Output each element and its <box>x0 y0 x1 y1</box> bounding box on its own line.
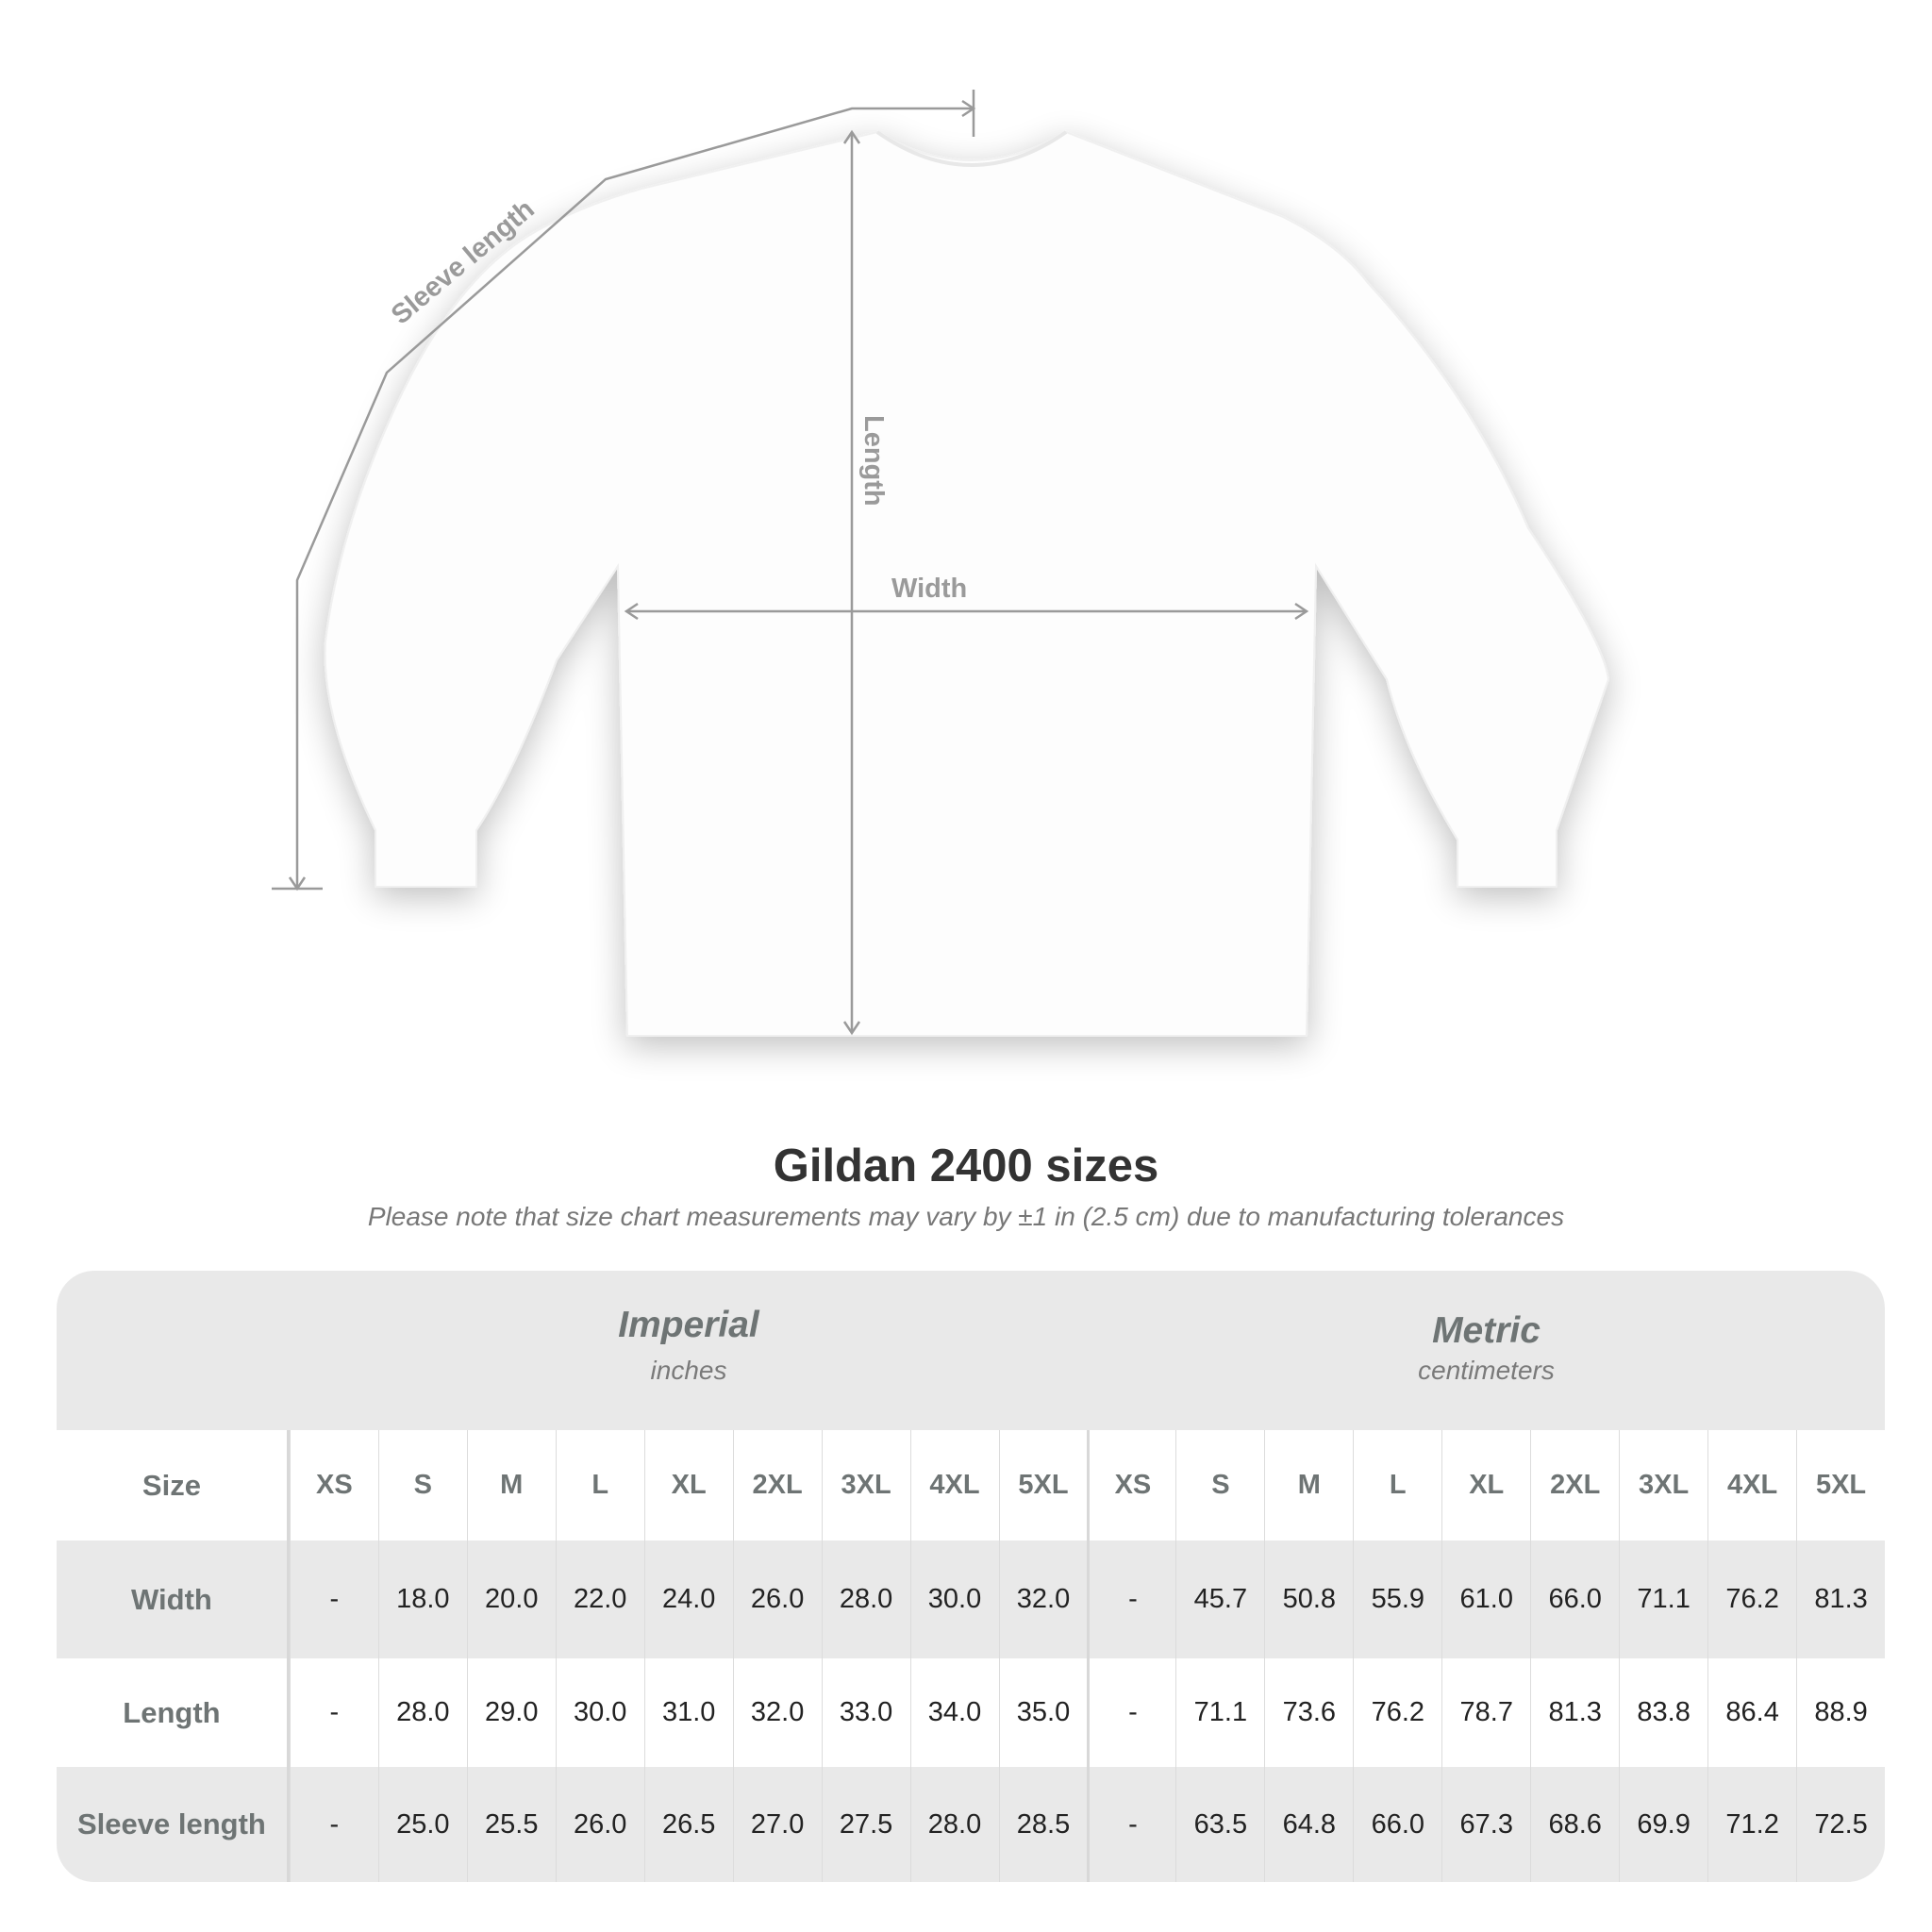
value-cell: - <box>1087 1541 1175 1658</box>
value-cell: 27.5 <box>821 1767 910 1882</box>
value-cell: 24.0 <box>643 1541 733 1658</box>
metric-header: Metric centimeters <box>1088 1271 1885 1430</box>
value-cell: 78.7 <box>1441 1658 1530 1767</box>
value-cell: 35.0 <box>998 1658 1088 1767</box>
value-cell: 30.0 <box>909 1541 999 1658</box>
row-band <box>57 1767 1885 1882</box>
value-cell: 67.3 <box>1441 1767 1530 1882</box>
value-cell: 81.3 <box>1530 1658 1619 1767</box>
size-chart-table: Imperial inches Metric centimeters Size X… <box>57 1271 1885 1882</box>
value-cell: 66.0 <box>1530 1541 1619 1658</box>
size-header-cell: 4XL <box>909 1430 999 1541</box>
size-header-cell: M <box>1264 1430 1353 1541</box>
value-cell: 86.4 <box>1707 1658 1796 1767</box>
size-header-cell: 5XL <box>1796 1430 1885 1541</box>
value-cell: - <box>1087 1658 1175 1767</box>
row-label: Sleeve length <box>57 1767 290 1882</box>
value-cell: 88.9 <box>1796 1658 1885 1767</box>
table-row: Width -18.0 20.0 22.0 24.0 26.0 28.0 30.0 32.0-4… <box>57 1541 1885 1658</box>
value-cell: 27.0 <box>732 1767 822 1882</box>
value-cell: 18.0 <box>377 1541 467 1658</box>
imperial-header: Imperial inches <box>290 1271 1088 1430</box>
size-header-cell: S <box>377 1430 467 1541</box>
size-header-cell: 3XL <box>1619 1430 1707 1541</box>
size-header-cell: L <box>555 1430 644 1541</box>
size-header-cell: M <box>466 1430 556 1541</box>
value-cell: - <box>1087 1767 1175 1882</box>
size-header-cell: 5XL <box>998 1430 1088 1541</box>
value-cell: 71.1 <box>1175 1658 1264 1767</box>
value-cell: 55.9 <box>1353 1541 1441 1658</box>
value-cell: 64.8 <box>1264 1767 1353 1882</box>
value-cell: 69.9 <box>1619 1767 1707 1882</box>
value-cell: 76.2 <box>1353 1658 1441 1767</box>
value-cell: 50.8 <box>1264 1541 1353 1658</box>
value-cell: 83.8 <box>1619 1658 1707 1767</box>
row-label: Length <box>57 1658 290 1767</box>
size-header-cell: XL <box>1441 1430 1530 1541</box>
value-cell: 33.0 <box>821 1658 910 1767</box>
header-band <box>57 1271 1885 1430</box>
value-cell: 45.7 <box>1175 1541 1264 1658</box>
imperial-title: Imperial <box>618 1305 759 1345</box>
size-column-header: Size <box>57 1430 290 1541</box>
long-sleeve-shirt <box>324 130 1610 1037</box>
value-cell: 26.0 <box>555 1767 644 1882</box>
size-header-cell: 2XL <box>1530 1430 1619 1541</box>
size-header-cell: XS <box>1087 1430 1175 1541</box>
length-label: Length <box>858 415 889 507</box>
value-cell: 28.0 <box>377 1658 467 1767</box>
value-cell: 61.0 <box>1441 1541 1530 1658</box>
value-cell: 81.3 <box>1796 1541 1885 1658</box>
value-cell: - <box>289 1541 378 1658</box>
value-cell: 28.5 <box>998 1767 1088 1882</box>
value-cell: 26.0 <box>732 1541 822 1658</box>
value-cell: 29.0 <box>466 1658 556 1767</box>
value-cell: 31.0 <box>643 1658 733 1767</box>
size-header-cell: 2XL <box>732 1430 822 1541</box>
value-cell: 32.0 <box>998 1541 1088 1658</box>
tolerance-note: Please note that size chart measurements… <box>367 1202 1565 1231</box>
value-cell: 73.6 <box>1264 1658 1353 1767</box>
imperial-unit: inches <box>650 1356 727 1385</box>
table-row: Sleeve length -25.0 25.5 26.0 26.5 27.0 27.5 28… <box>57 1767 1885 1882</box>
dimension-lines <box>272 90 1309 1036</box>
shirt-diagram: Sleeve length Length Width <box>272 90 1610 1037</box>
value-cell: 34.0 <box>909 1658 999 1767</box>
value-cell: 63.5 <box>1175 1767 1264 1882</box>
value-cell: 26.5 <box>643 1767 733 1882</box>
value-cell: 25.5 <box>466 1767 556 1882</box>
size-header-cell: 3XL <box>821 1430 910 1541</box>
value-cell: 28.0 <box>821 1541 910 1658</box>
value-cell: 28.0 <box>909 1767 999 1882</box>
value-cell: 71.2 <box>1707 1767 1796 1882</box>
size-header-cell: 4XL <box>1707 1430 1796 1541</box>
value-cell: 25.0 <box>377 1767 467 1882</box>
row-label: Width <box>57 1541 290 1658</box>
metric-title: Metric <box>1432 1310 1541 1351</box>
page-title: Gildan 2400 sizes <box>773 1141 1159 1191</box>
value-cell: 76.2 <box>1707 1541 1796 1658</box>
size-header-cell: XS <box>289 1430 378 1541</box>
value-cell: 22.0 <box>555 1541 644 1658</box>
value-cell: 71.1 <box>1619 1541 1707 1658</box>
row-band <box>57 1541 1885 1658</box>
value-cell: - <box>289 1658 378 1767</box>
size-header-cell: L <box>1353 1430 1441 1541</box>
value-cell: 32.0 <box>732 1658 822 1767</box>
value-cell: - <box>289 1767 378 1882</box>
size-header-cell: XL <box>643 1430 733 1541</box>
value-cell: 72.5 <box>1796 1767 1885 1882</box>
width-label: Width <box>891 574 967 604</box>
table-row: Length -28.0 29.0 30.0 31.0 32.0 33.0 34.0 35.0-… <box>57 1658 1885 1767</box>
value-cell: 20.0 <box>466 1541 556 1658</box>
value-cell: 68.6 <box>1530 1767 1619 1882</box>
size-header-row: Size XS S M L XL 2XL 3XL 4XL 5XL XS S M L XL 2XL 3XL 4XL 5… <box>57 1430 1885 1541</box>
metric-unit: centimeters <box>1418 1356 1555 1385</box>
value-cell: 30.0 <box>555 1658 644 1767</box>
size-header-cell: S <box>1175 1430 1264 1541</box>
value-cell: 66.0 <box>1353 1767 1441 1882</box>
